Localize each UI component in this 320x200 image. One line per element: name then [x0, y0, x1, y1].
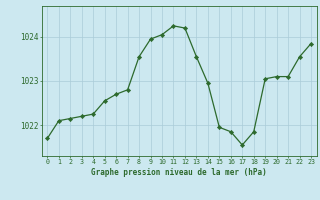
X-axis label: Graphe pression niveau de la mer (hPa): Graphe pression niveau de la mer (hPa) [91, 168, 267, 177]
